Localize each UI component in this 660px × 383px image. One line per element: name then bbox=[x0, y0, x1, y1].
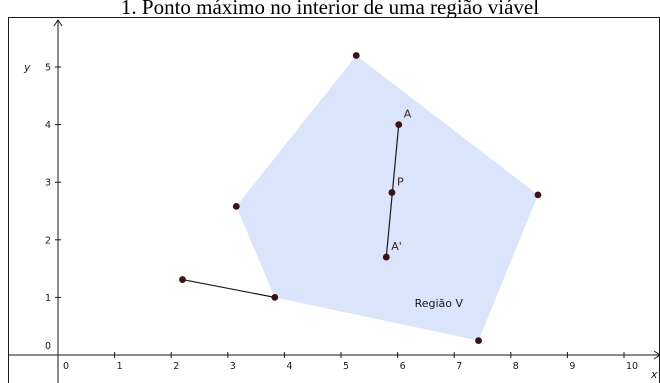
vertex-point[interactable] bbox=[271, 294, 279, 301]
x-axis-arrow bbox=[653, 350, 659, 360]
axes-layer: 0 1 2 3 4 5 6 7 8 9 10 0 1 2 3 4 5 x y bbox=[9, 19, 659, 383]
x-tick-label: 7 bbox=[456, 361, 462, 372]
x-tick-label: 9 bbox=[569, 361, 575, 372]
line-segment[interactable] bbox=[182, 278, 275, 298]
coordinate-plane[interactable]: 0 1 2 3 4 5 6 7 8 9 10 0 1 2 3 4 5 x y A P A' Região V bbox=[9, 18, 660, 383]
x-tick-label: 3 bbox=[230, 361, 236, 372]
region-label: Região V bbox=[415, 297, 464, 310]
vertex-point[interactable] bbox=[352, 52, 360, 59]
x-axis-ticks: 0 1 2 3 4 5 6 7 8 9 10 bbox=[63, 352, 638, 372]
graphics-view[interactable]: 0 1 2 3 4 5 6 7 8 9 10 0 1 2 3 4 5 x y A P A' Região V bbox=[8, 17, 660, 383]
x-tick-label: 2 bbox=[173, 361, 179, 372]
x-tick-label: 8 bbox=[513, 361, 519, 372]
x-tick-label: 4 bbox=[286, 361, 292, 372]
point-label: A' bbox=[391, 240, 402, 253]
y-axis-ticks: 0 1 2 3 4 5 bbox=[45, 63, 61, 352]
region-layer bbox=[236, 55, 538, 341]
y-axis-arrow bbox=[53, 19, 63, 27]
y-tick-label: 4 bbox=[45, 120, 51, 131]
x-tick-label: 5 bbox=[343, 361, 349, 372]
point-p[interactable] bbox=[388, 189, 396, 196]
feasible-region[interactable] bbox=[236, 55, 538, 341]
vertex-point[interactable] bbox=[475, 337, 482, 344]
point-layer: A P A' bbox=[179, 52, 542, 344]
y-tick-label: 3 bbox=[45, 178, 51, 189]
y-tick-label: 5 bbox=[45, 63, 51, 74]
point-label: P bbox=[397, 176, 404, 189]
y-tick-label: 2 bbox=[45, 235, 51, 246]
point-a-prime[interactable] bbox=[382, 253, 390, 261]
vertex-point[interactable] bbox=[534, 191, 542, 199]
x-tick-label: 10 bbox=[626, 361, 638, 372]
x-tick-label: 1 bbox=[117, 361, 123, 372]
x-axis-name: x bbox=[650, 368, 658, 381]
y-axis-name: y bbox=[23, 61, 31, 74]
y-tick-label: 0 bbox=[45, 341, 51, 352]
x-tick-label: 0 bbox=[63, 361, 69, 372]
x-tick-label: 6 bbox=[400, 361, 406, 372]
point-label: A bbox=[404, 108, 412, 121]
point-a[interactable] bbox=[395, 121, 403, 128]
vertex-point[interactable] bbox=[179, 276, 186, 283]
y-tick-label: 1 bbox=[45, 293, 51, 304]
figure-caption: 1. Ponto máximo no interior de uma regiã… bbox=[120, 0, 540, 19]
vertex-point[interactable] bbox=[232, 202, 240, 210]
